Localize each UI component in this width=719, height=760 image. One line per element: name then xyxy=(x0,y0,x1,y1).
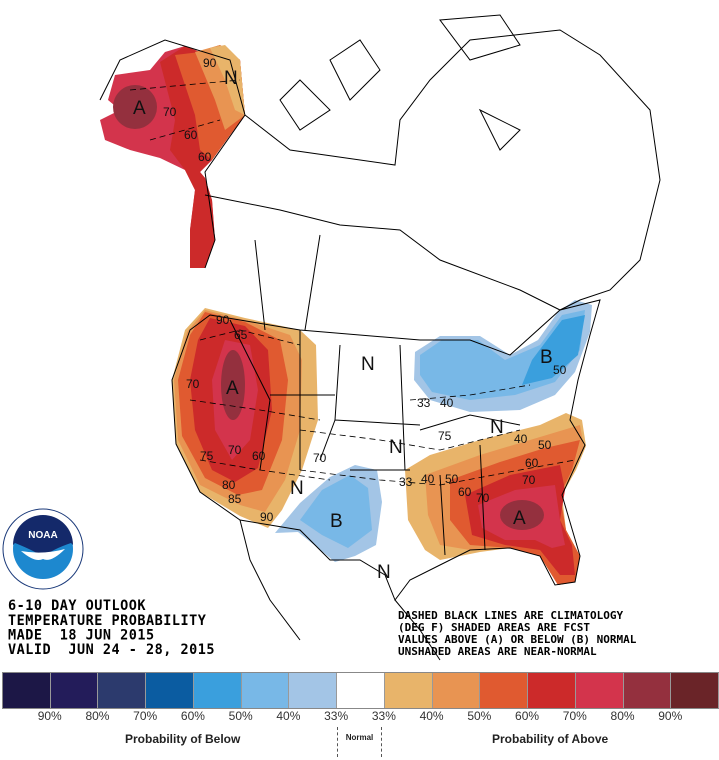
legend-swatch xyxy=(289,673,338,708)
legend-tick-label: 80% xyxy=(85,709,110,723)
west-above-area xyxy=(172,308,318,528)
legend-swatch xyxy=(575,673,624,708)
legend-swatch xyxy=(50,673,99,708)
legend-tick-label: 50% xyxy=(228,709,253,723)
contour-label: 33 xyxy=(399,475,413,489)
above-caption: Probability of Above xyxy=(492,732,609,746)
contour-label: 75 xyxy=(200,449,214,463)
contour-label: 40 xyxy=(421,472,435,486)
legend-tick-label: 90% xyxy=(37,709,62,723)
southwest-below-area xyxy=(275,465,382,562)
contour-label: 50 xyxy=(538,438,552,452)
note-line: UNSHADED AREAS ARE NEAR-NORMAL xyxy=(398,645,597,658)
legend-tick-label: 50% xyxy=(467,709,492,723)
noaa-logo-text: NOAA xyxy=(28,530,57,541)
contour-label: 80 xyxy=(222,478,236,492)
legend-swatch xyxy=(146,673,194,708)
below-marker-northeast: B xyxy=(540,347,553,368)
legend-swatch xyxy=(3,673,51,708)
normal-marker: N xyxy=(377,562,391,583)
outlook-variable: TEMPERATURE PROBABILITY xyxy=(8,612,207,630)
valid-dates: VALID JUN 24 - 28, 2015 xyxy=(8,641,216,659)
outlook-map: A A A B B N N N N N N 90 70 60 60 90 65 … xyxy=(2,14,661,661)
legend-swatch xyxy=(384,673,433,708)
legend-tick-label: 33% xyxy=(324,709,349,723)
above-marker-southeast: A xyxy=(513,508,526,529)
boundary-lines xyxy=(99,14,661,661)
outlook-title: 6-10 DAY OUTLOOK xyxy=(8,597,147,615)
legend-swatch xyxy=(337,673,385,708)
contour-label: 60 xyxy=(184,128,198,142)
legend-swatch xyxy=(623,673,672,708)
legend-ticks: 90% 80% 70% 60% 50% 40% 33% 33% 40% 50% 60% 70% 80% 9… xyxy=(0,709,719,723)
contour-label: 70 xyxy=(163,105,177,119)
contour-label: 60 xyxy=(525,456,539,470)
note-line: (DEG F) SHADED AREAS ARE FCST xyxy=(398,621,591,634)
made-date: MADE 18 JUN 2015 xyxy=(8,626,155,644)
below-caption: Probability of Below xyxy=(125,732,241,746)
contour-label: 40 xyxy=(440,396,454,410)
legend-tick-label: 33% xyxy=(371,709,396,723)
legend-swatch xyxy=(193,673,242,708)
legend-swatch xyxy=(98,673,147,708)
note-line: DASHED BLACK LINES ARE CLIMATOLOGY xyxy=(398,609,624,622)
contour-label: 75 xyxy=(438,429,452,443)
southeast-above-area xyxy=(405,413,586,585)
probability-legend xyxy=(2,672,719,709)
contour-label: 70 xyxy=(186,377,200,391)
normal-marker: N xyxy=(490,417,504,438)
legend-swatch xyxy=(528,673,576,708)
contour-label: 50 xyxy=(553,363,567,377)
above-marker-alaska: A xyxy=(133,98,146,119)
normal-marker: N xyxy=(224,68,238,89)
contour-label: 70 xyxy=(313,451,327,465)
normal-caption: Normal xyxy=(337,727,382,757)
legend-swatch xyxy=(432,673,481,708)
legend-tick-label: 60% xyxy=(515,709,540,723)
normal-marker: N xyxy=(290,478,304,499)
contour-label: 70 xyxy=(476,491,490,505)
legend-tick-label: 70% xyxy=(562,709,587,723)
contour-label: 50 xyxy=(445,472,459,486)
legend-tick-label: 60% xyxy=(180,709,205,723)
contour-label: 60 xyxy=(458,485,472,499)
contour-label: 60 xyxy=(252,449,266,463)
legend-tick-label: 90% xyxy=(658,709,683,723)
contour-label: 70 xyxy=(228,443,242,457)
note-line: VALUES ABOVE (A) OR BELOW (B) NORMAL xyxy=(398,633,637,646)
contour-label: 40 xyxy=(514,432,528,446)
legend-swatch xyxy=(671,673,719,708)
contour-label: 33 xyxy=(417,396,431,410)
below-marker-southwest: B xyxy=(330,511,343,532)
normal-marker: N xyxy=(361,354,375,375)
contour-label: 90 xyxy=(216,313,230,327)
alaska-above-area xyxy=(100,45,245,268)
contour-label: 85 xyxy=(228,492,242,506)
legend-swatch xyxy=(241,673,290,708)
climatology-lines xyxy=(129,79,576,486)
map-notes: DASHED BLACK LINES ARE CLIMATOLOGY (DEG … xyxy=(398,610,636,658)
contour-label: 90 xyxy=(203,56,217,70)
legend-tick-label: 40% xyxy=(276,709,301,723)
normal-marker: N xyxy=(389,437,403,458)
legend-tick-label: 40% xyxy=(419,709,444,723)
legend-tick-label: 70% xyxy=(133,709,158,723)
legend-tick-label: 80% xyxy=(610,709,635,723)
contour-label: 65 xyxy=(234,328,248,342)
map-annotations: A A A B B N N N N N N 90 70 60 60 90 65 … xyxy=(133,56,567,583)
legend-swatch xyxy=(480,673,529,708)
outlook-header: 6-10 DAY OUTLOOK TEMPERATURE PROBABILITY… xyxy=(8,599,215,658)
noaa-logo: NOAA xyxy=(2,508,84,590)
northeast-below-area xyxy=(414,300,592,412)
above-marker-west: A xyxy=(226,378,239,399)
contour-label: 60 xyxy=(198,150,212,164)
contour-label: 70 xyxy=(522,473,536,487)
contour-label: 90 xyxy=(260,510,274,524)
